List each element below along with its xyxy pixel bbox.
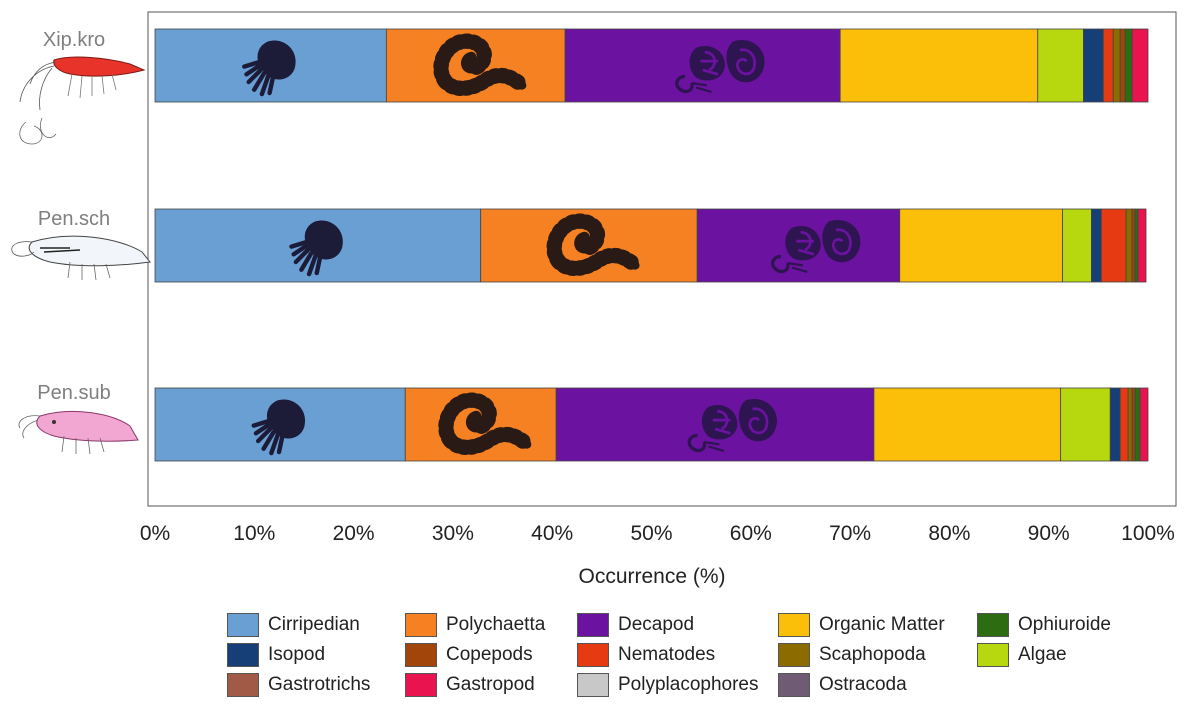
- bar-segment-pen-sch-nematodes: [1100, 208, 1127, 283]
- legend-swatch: [227, 613, 259, 637]
- x-tick-labels: 0% 10% 20% 30% 40% 50% 60% 70% 80% 90% 100%: [140, 522, 1175, 545]
- x-tick-label: 30%: [432, 522, 474, 545]
- legend-label: Decapod: [618, 614, 695, 635]
- legend-swatch: [577, 643, 609, 667]
- legend-swatch: [405, 613, 437, 637]
- bar-segment-xip-kro-ophiuroide: [1124, 28, 1133, 103]
- bar-segment-pen-sub-algae: [1060, 387, 1111, 462]
- bar-segment-xip-kro-copepods: [1119, 28, 1126, 103]
- bar-segment-pen-sch-ophiuroide: [1134, 208, 1139, 283]
- x-tick-label: 70%: [829, 522, 871, 545]
- bar-segment-pen-sub-gastropod: [1139, 387, 1149, 462]
- bar-segment-pen-sub-isopod: [1109, 387, 1121, 462]
- legend-swatch: [778, 673, 810, 697]
- legend-swatch: [405, 643, 437, 667]
- category-labels: Xip.kro Pen.sch Pen.sub: [37, 29, 110, 404]
- legend-swatch: [977, 613, 1009, 637]
- legend-item: Algae: [977, 642, 1067, 668]
- shrimp-icon-xip: [19, 56, 146, 145]
- bars-layer: [154, 28, 1149, 462]
- legend-item: Isopod: [227, 642, 325, 668]
- legend-label: Polychaetta: [446, 614, 546, 635]
- legend-swatch: [577, 613, 609, 637]
- bar-segment-pen-sch-organic-matter: [899, 208, 1064, 283]
- legend-label: Isopod: [268, 644, 326, 665]
- legend: Cirripedian Polychaetta Decapod Organic Mat…: [227, 612, 1167, 702]
- bar-segment-pen-sch-scaphopoda: [1125, 208, 1133, 283]
- legend-item: Nematodes: [577, 642, 715, 668]
- legend-swatch: [778, 643, 810, 667]
- bar-segment-xip-kro-algae: [1037, 28, 1084, 103]
- legend-label: Ostracoda: [819, 674, 907, 695]
- bar-segment-xip-kro-gastropod: [1131, 28, 1149, 103]
- x-tick-label: 10%: [233, 522, 275, 545]
- bar-segment-pen-sch-gastropod: [1137, 208, 1147, 283]
- category-label: Pen.sub: [37, 382, 110, 404]
- x-axis-title: Occurrence (%): [578, 565, 725, 588]
- bar-segment-xip-kro-organic-matter: [839, 28, 1039, 103]
- shrimp-icon-sub: [18, 410, 139, 455]
- legend-item: Scaphopoda: [778, 642, 926, 668]
- bar-segment-pen-sch-copepods: [1131, 208, 1136, 283]
- x-tick-label: 80%: [928, 522, 970, 545]
- bar-segment-pen-sch-isopod: [1090, 208, 1102, 283]
- legend-swatch: [405, 673, 437, 697]
- x-tick-label: 60%: [730, 522, 772, 545]
- legend-label: Nematodes: [618, 644, 716, 665]
- legend-swatch: [778, 613, 810, 637]
- bar-segment-xip-kro-isopod: [1083, 28, 1104, 103]
- legend-swatch: [977, 643, 1009, 667]
- legend-item: Cirripedian: [227, 612, 360, 638]
- legend-label: Algae: [1018, 644, 1067, 665]
- legend-item: Organic Matter: [778, 612, 945, 638]
- x-tick-label: 20%: [333, 522, 375, 545]
- legend-label: Cirripedian: [268, 614, 360, 635]
- legend-label: Ophiuroide: [1018, 614, 1111, 635]
- shrimp-icon-sch: [11, 235, 151, 281]
- legend-label: Gastropod: [446, 674, 535, 695]
- bar-segment-pen-sub-organic-matter: [873, 387, 1062, 462]
- bar-segment-pen-sch-algae: [1062, 208, 1092, 283]
- legend-label: Copepods: [446, 644, 533, 665]
- legend-label: Scaphopoda: [819, 644, 926, 665]
- legend-label: Organic Matter: [819, 614, 945, 635]
- legend-item: Copepods: [405, 642, 533, 668]
- bar-segment-pen-sub-copepods: [1131, 387, 1136, 462]
- x-tick-label: 40%: [531, 522, 573, 545]
- legend-label: Gastrotrichs: [268, 674, 371, 695]
- category-label: Pen.sch: [38, 208, 110, 230]
- bar-segment-xip-kro-scaphopoda: [1112, 28, 1121, 103]
- legend-swatch: [577, 673, 609, 697]
- legend-item: Ostracoda: [778, 672, 907, 698]
- bar-segment-pen-sub-nematodes: [1119, 387, 1129, 462]
- legend-item: Gastrotrichs: [227, 672, 370, 698]
- legend-item: Polyplacophores: [577, 672, 758, 698]
- legend-item: Gastropod: [405, 672, 535, 698]
- legend-item: Ophiuroide: [977, 612, 1111, 638]
- x-tick-label: 0%: [140, 522, 170, 545]
- legend-label: Polyplacophores: [618, 674, 759, 695]
- legend-swatch: [227, 643, 259, 667]
- x-tick-label: 90%: [1028, 522, 1070, 545]
- x-tick-label: 100%: [1121, 522, 1175, 545]
- x-tick-label: 50%: [630, 522, 672, 545]
- category-label: Xip.kro: [43, 29, 105, 51]
- bar-segment-xip-kro-nematodes: [1102, 28, 1114, 103]
- bar-segment-pen-sub-ophiuroide: [1134, 387, 1141, 462]
- legend-swatch: [227, 673, 259, 697]
- legend-item: Polychaetta: [405, 612, 545, 638]
- legend-item: Decapod: [577, 612, 694, 638]
- bar-segment-pen-sub-scaphopoda: [1127, 387, 1133, 462]
